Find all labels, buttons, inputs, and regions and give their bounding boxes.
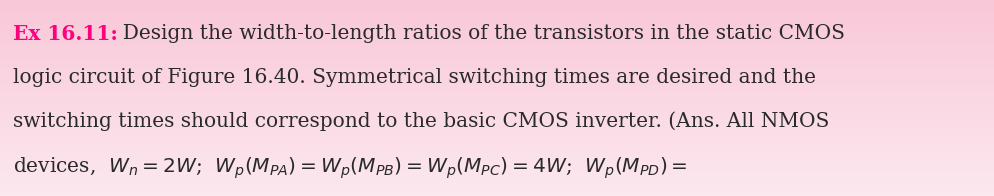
Text: switching times should correspond to the basic CMOS inverter. (Ans. All NMOS: switching times should correspond to the… (13, 112, 829, 131)
Text: devices,  $W_n = 2W$;  $W_p(M_{PA}) = W_p(M_{PB}) = W_p(M_{PC}) = 4W$;  $W_p(M_{: devices, $W_n = 2W$; $W_p(M_{PA}) = W_p(… (13, 156, 688, 181)
Text: Design the width-to-length ratios of the transistors in the static CMOS: Design the width-to-length ratios of the… (110, 24, 845, 43)
Text: logic circuit of Figure 16.40. Symmetrical switching times are desired and the: logic circuit of Figure 16.40. Symmetric… (13, 68, 816, 87)
Text: Ex 16.11:: Ex 16.11: (13, 24, 118, 44)
